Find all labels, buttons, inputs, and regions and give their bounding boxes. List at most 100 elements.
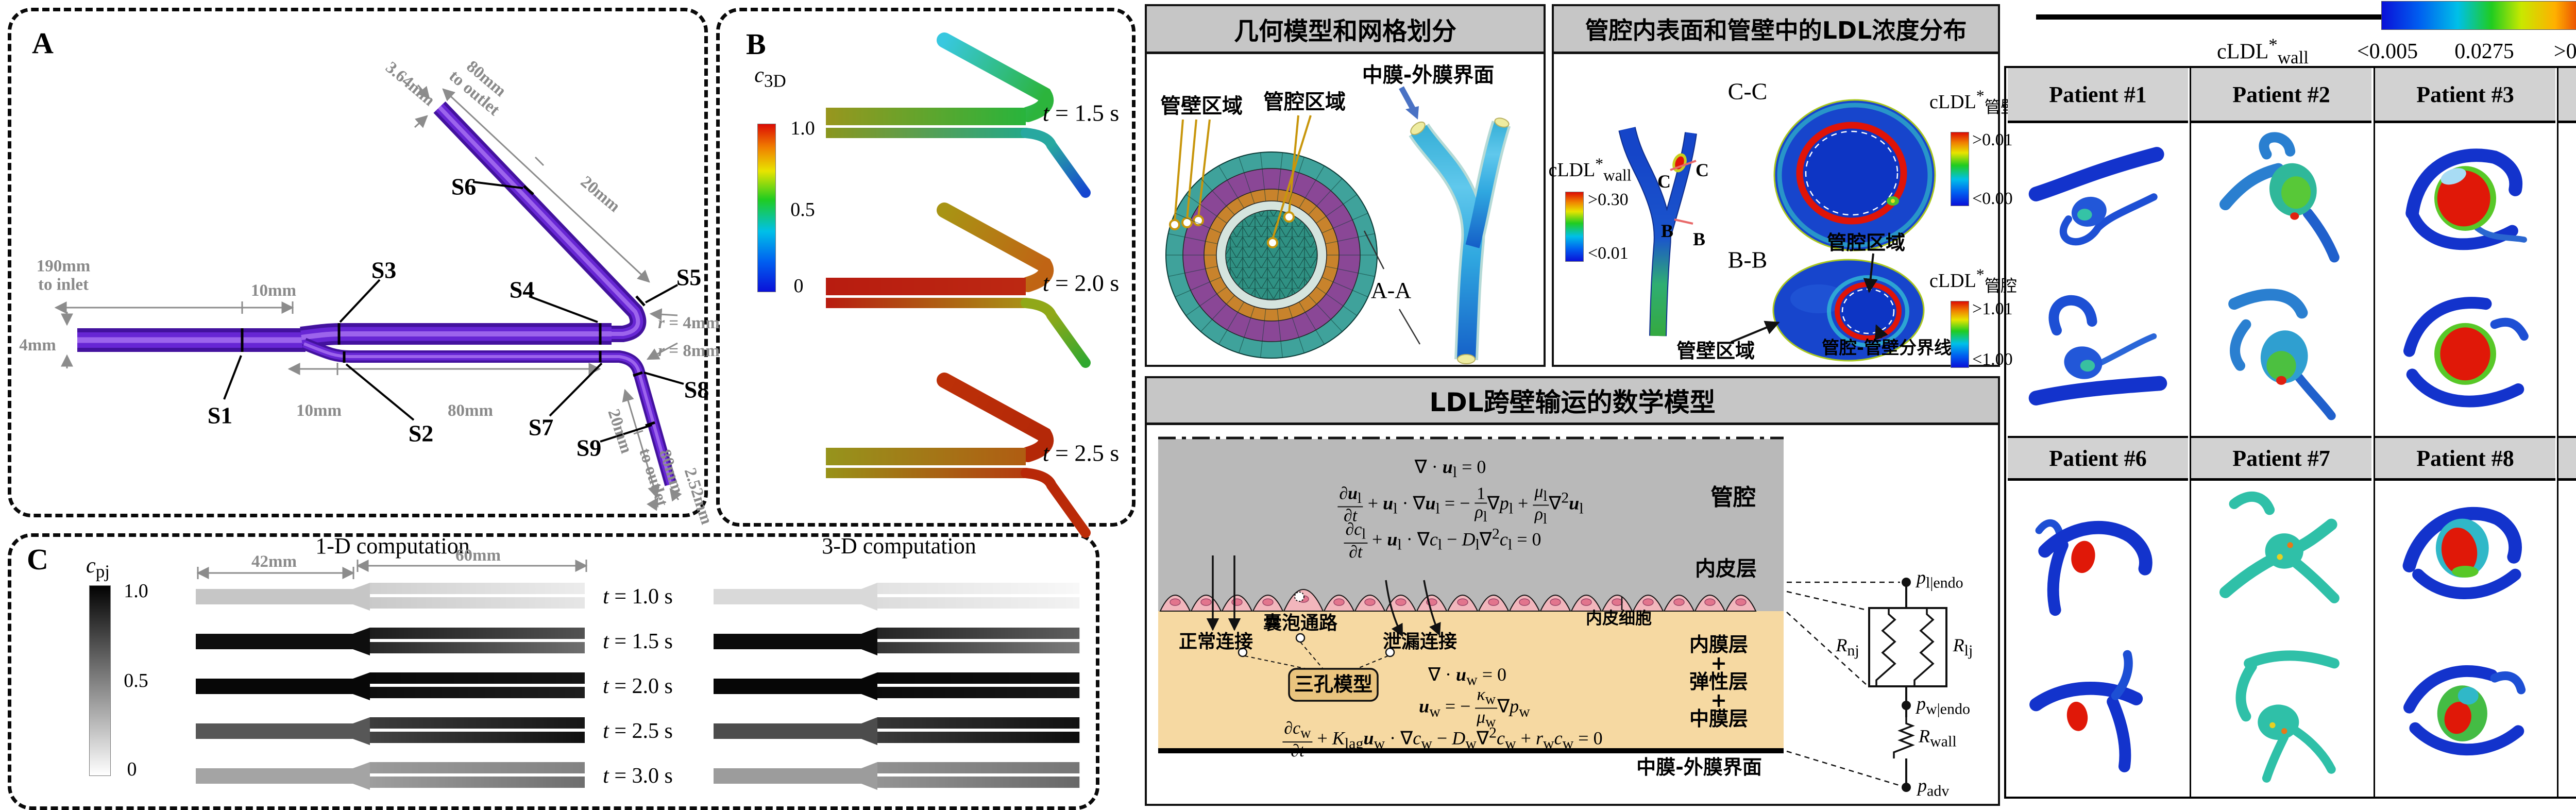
mesh-cross-section [1165,151,1378,359]
ldl-panel-header: 管腔内表面和管壁中的LDL浓度分布 [1554,6,1998,54]
panel-c-3d-title: 3-D computation [822,533,976,559]
patient-header: Patient #2 [2191,68,2371,123]
ldl-annotation-arrows [1731,253,1888,343]
patient-header: Patient #7 [2191,436,2371,481]
panel-c-colorbar [89,585,111,776]
computation-3d-row1 [714,583,1080,611]
ldl-boundary-label: 管腔-管壁分界线 [1821,338,1952,359]
three-pore-label: 三孔模型 [1294,673,1373,696]
three-pore-leaders [1238,633,1395,702]
colorbar-tick: 1.0 [790,117,815,140]
media-label: 中膜层 [1689,707,1749,731]
r-nj-label: Rnj [1836,634,1859,660]
patient-4-view-2 [2563,280,2576,425]
patient-9-view-1 [2563,483,2576,628]
ldl-panel-title: 管腔内表面和管壁中的LDL浓度分布 [1585,16,1967,44]
patient-7-view-1 [2219,491,2340,603]
patient-2-view-1 [2219,132,2340,263]
panel-b-snapshot-1 [826,32,1091,198]
svg-text:C: C [1657,171,1671,192]
section-aa-label: A-A [1371,278,1411,303]
elastic-label: 弹性层 [1689,670,1749,694]
ldl-wall-region-label: 管壁区域 [1676,340,1755,363]
media-adventitia-arrow [1399,86,1419,120]
panel-b-colorbar [757,124,776,292]
time-label: t = 2.5 s [1042,440,1120,466]
grid-colorbar-tick: >0.050 [2553,39,2576,63]
r-lj-label: Rlj [1953,634,1973,660]
mesh-diagram: A-A [1165,86,1511,364]
time-label: t = 2.5 s [603,719,673,743]
bb-label: B-B [1727,246,1768,273]
leader-lines [223,181,684,443]
panel-a-vessel-diagram [54,85,684,511]
panel-c-colorbar-label: cpj [86,554,110,582]
cbar-guanqiang [1951,301,1969,368]
eq-continuity-wall: ∇ · uw = 0 [1428,664,1507,689]
patient-header: Patient #9 [2558,436,2576,481]
endothelial-cells [1159,589,1757,612]
patient-2-view-2 [2228,289,2336,420]
patient-3-view-2 [2403,297,2529,408]
patient-1-view-1 [2028,147,2164,246]
section-label: S2 [408,420,434,447]
grid-colorbar [2381,1,2576,30]
media-adventitia-line [1158,748,1784,753]
computation-1d-row1 [196,583,585,611]
patient-8-view-2 [2403,665,2526,755]
cc-label: C-C [1727,78,1768,105]
patient-header: Patient #6 [2008,436,2188,481]
time-label: t = 2.0 s [1042,269,1120,296]
dimension-lines [54,85,682,511]
grid-column-divider [2374,68,2375,797]
leaky-junction-label: 泄漏连接 [1382,631,1458,653]
plus-label: + [1710,689,1727,712]
section-label: S4 [509,276,535,303]
eq-darcy-wall: uw = − κw μw ∇pw [1419,685,1530,730]
dim-label: 10mm [251,281,296,300]
section-label: S9 [576,434,602,461]
panel-a [8,8,708,517]
dim-label: 10mm [296,401,342,420]
circuit-dashed-links [1786,581,1900,786]
patient-3-view-1 [2405,148,2527,250]
lumen-label: 管腔 [1710,484,1756,511]
patient-header: Patient #1 [2008,68,2188,123]
mesh-leaders [1169,115,1312,248]
grid-colorbar-tick: <0.005 [2357,39,2418,63]
section-letters: C C B B [1657,160,1709,249]
p-endo-lumen-label: pl|endo [1917,567,1963,592]
time-label: t = 1.5 s [603,629,673,653]
panel-b [716,8,1136,527]
math-panel-title: LDL跨壁输运的数学模型 [1429,387,1716,417]
patient-6-view-2 [2029,650,2143,772]
p-adv-label: padv [1918,775,1950,800]
ldl-lumen-region-label: 管腔区域 [1826,231,1906,255]
mesh-interface-label: 中膜-外膜界面 [1362,63,1495,87]
patient-header: Patient #3 [2375,68,2555,123]
dim-label: r = 4mm [658,313,720,332]
computation-1d-row2 [196,628,585,655]
patient-header: Patient #8 [2375,436,2555,481]
grid-colorbar-tick: 0.0275 [2454,39,2514,63]
eq-continuity-lumen: ∇ · ul = 0 [1414,456,1486,481]
eq-transport-lumen: ∂cl ∂t + ul · ∇cl − Dl∇2cl = 0 [1344,520,1541,561]
patient-1-view-2 [2028,295,2167,406]
mesh-lumen-region-label: 管腔区域 [1263,90,1346,114]
computation-3d-row3 [714,672,1080,700]
panel-b-snapshot-2 [826,202,1091,368]
dim-label: 190mm to inlet [36,257,91,294]
patient-7-view-2 [2235,650,2340,783]
junction-arrows [1206,555,1441,637]
cc-cross-section [1773,99,1936,251]
mesh-panel-title: 几何模型和网格划分 [1233,17,1456,46]
mesh-spokes [1166,153,1377,358]
cbar-wall-max: >0.30 [1588,190,1629,209]
cbar-wall-label: cLDL*wall [1548,155,1632,184]
lumen-region-bg [1158,439,1784,611]
ldl-diagram: C C B B [1618,99,1936,362]
panel-b-colorbar-label: c3D [754,63,786,91]
panel-b-tag: B [746,27,766,61]
